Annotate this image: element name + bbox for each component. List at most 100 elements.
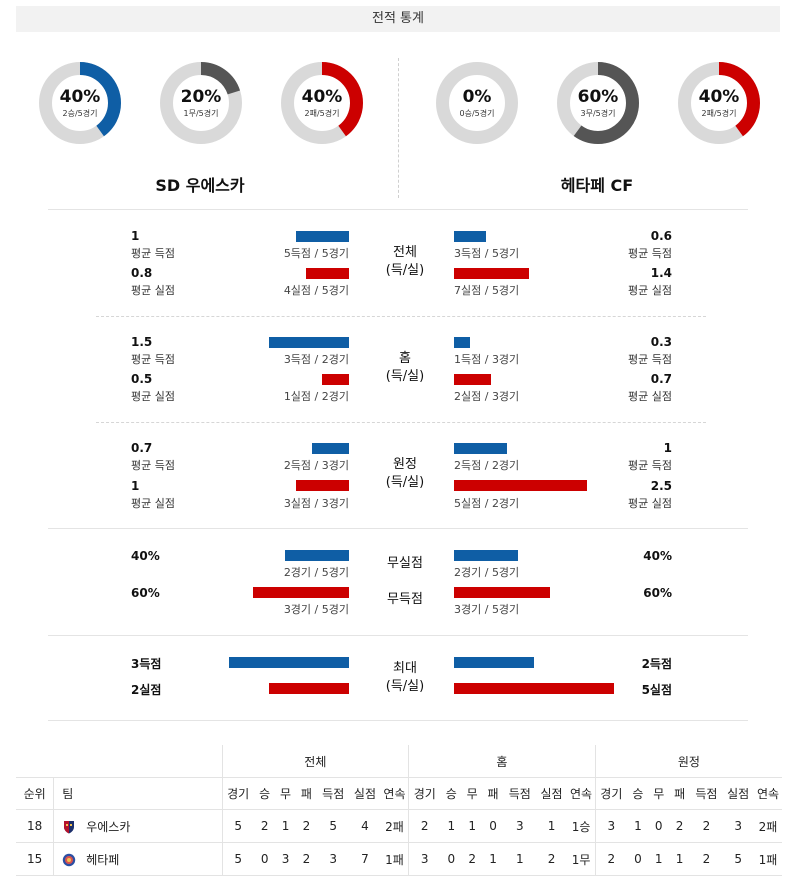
title-line: (득/실) <box>385 475 425 490</box>
donut-ring <box>557 62 639 144</box>
donut-arc <box>557 62 639 144</box>
clean-sheet-bar <box>285 550 349 561</box>
stat-cell: 2 <box>594 842 627 876</box>
conceded-bar <box>454 374 491 385</box>
team-a-name: SD 우에스카 <box>155 176 245 195</box>
donut-arc <box>39 62 121 144</box>
donut-ring <box>436 62 518 144</box>
col-played: 경기 <box>594 777 627 810</box>
col-win: 승 <box>253 777 276 810</box>
col-streak: 연속 <box>754 777 782 810</box>
group-header-home: 홈 <box>408 745 596 778</box>
avg-conceded-value: 0.8 <box>131 266 153 280</box>
section-title: 원정 (득/실) <box>360 456 450 492</box>
table-row: 18 우에스카 5 2 1 2 5 4 2패 2 1 1 0 3 1 1승 3 … <box>16 809 782 843</box>
col-draw: 무 <box>275 777 296 810</box>
rank-cell: 18 <box>16 809 54 843</box>
stat-cell: 1 <box>668 842 691 876</box>
col-loss: 패 <box>295 777 318 810</box>
conceded-count: 3실점 / 3경기 <box>283 497 349 510</box>
conceded-count: 7실점 / 5경기 <box>454 284 520 297</box>
donut-percent: 40% <box>698 87 740 107</box>
divider <box>96 316 706 317</box>
avg-scored-label: 평균 득점 <box>131 247 175 260</box>
avg-conceded-label: 평균 실점 <box>131 284 175 297</box>
avg-conceded-value: 0.5 <box>131 372 153 386</box>
team-name: 우에스카 <box>86 819 131 834</box>
max-scored-bar <box>454 657 534 668</box>
stat-cell: 3 <box>503 809 536 843</box>
no-score-value: 60% <box>643 586 672 600</box>
donut-percent: 40% <box>301 87 343 107</box>
avg-conceded-value: 0.7 <box>650 372 672 386</box>
stat-cell: 1 <box>648 842 669 876</box>
getafe-crest-icon <box>63 853 76 867</box>
divider <box>48 528 748 529</box>
max-scored-value: 3득점 <box>131 657 162 671</box>
stat-cell: 4 <box>349 809 381 843</box>
avg-scored-label: 평균 득점 <box>628 247 672 260</box>
table-row: 15 헤타페 5 0 3 2 3 7 1패 3 0 2 1 1 2 1무 2 0… <box>16 842 782 876</box>
scored-count: 3득점 / 5경기 <box>454 247 520 260</box>
max-conceded-bar <box>269 683 349 694</box>
col-rank: 순위 <box>16 777 54 810</box>
stat-cell: 3 <box>408 842 441 876</box>
column-header-row: 순위 팀 경기 승 무 패 득점 실점 연속 경기 승 무 패 득점 실점 연속… <box>16 777 782 810</box>
rank-cell: 15 <box>16 842 54 876</box>
stat-cell: 2 <box>253 809 276 843</box>
col-conceded: 실점 <box>535 777 568 810</box>
clean-sheet-bar <box>454 550 518 561</box>
stat-cell: 1승 <box>567 809 596 843</box>
col-played: 경기 <box>408 777 441 810</box>
donut-arc <box>678 62 760 144</box>
section-header: 전적 통계 <box>16 6 780 32</box>
team-cell[interactable]: 우에스카 <box>53 809 223 843</box>
col-streak: 연속 <box>567 777 596 810</box>
stat-cell: 3 <box>317 842 350 876</box>
donut-percent: 20% <box>180 87 222 107</box>
team-cell[interactable]: 헤타페 <box>53 842 223 876</box>
divider <box>48 635 748 636</box>
divider <box>48 720 748 721</box>
col-conceded: 실점 <box>349 777 381 810</box>
avg-conceded-label: 평균 실점 <box>131 390 175 403</box>
win-rate-donut-team-b: 0% 0승/5경기 <box>434 60 520 146</box>
stat-cell: 2 <box>690 842 723 876</box>
scored-count: 3득점 / 2경기 <box>283 353 349 366</box>
title-line: 원정 <box>393 457 417 472</box>
no-score-title: 무득점 <box>387 592 423 607</box>
stat-cell: 7 <box>349 842 381 876</box>
standings-table: 전체 홈 원정 순위 팀 경기 승 무 패 득점 실점 연속 경기 승 무 패 … <box>16 745 782 876</box>
avg-scored-label: 평균 득점 <box>131 459 175 472</box>
stat-cell: 0 <box>482 809 504 843</box>
col-loss: 패 <box>482 777 504 810</box>
stat-cell: 1 <box>535 809 568 843</box>
stat-cell: 2패 <box>380 809 409 843</box>
donut-ring <box>39 62 121 144</box>
title-line: 홈 <box>399 351 411 366</box>
title-line: (득/실) <box>385 263 425 278</box>
avg-scored-value: 0.6 <box>650 229 672 243</box>
conceded-count: 4실점 / 5경기 <box>283 284 349 297</box>
scored-count: 2득점 / 3경기 <box>283 459 349 472</box>
donut-percent: 0% <box>462 87 492 107</box>
donut-sub: 1무/5경기 <box>183 109 219 118</box>
avg-scored-value: 0.7 <box>131 441 153 455</box>
conceded-count: 1실점 / 2경기 <box>283 390 349 403</box>
clean-sheet-count: 2경기 / 5경기 <box>283 566 349 579</box>
max-conceded-value: 5실점 <box>641 683 672 697</box>
scored-count: 5득점 / 5경기 <box>283 247 349 260</box>
section-title: 홈 (득/실) <box>360 350 450 386</box>
donut-sub: 3무/5경기 <box>580 109 616 118</box>
max-scored-bar <box>229 657 349 668</box>
donut-ring <box>281 62 363 144</box>
section-title: 최대 (득/실) <box>360 660 450 696</box>
scored-bar <box>269 337 349 348</box>
conceded-bar <box>306 268 349 279</box>
clean-sheet-value: 40% <box>643 549 672 563</box>
title-line: (득/실) <box>385 369 425 384</box>
avg-conceded-label: 평균 실점 <box>628 497 672 510</box>
empty-cell <box>16 745 222 778</box>
col-scored: 득점 <box>317 777 350 810</box>
divider <box>48 209 748 210</box>
